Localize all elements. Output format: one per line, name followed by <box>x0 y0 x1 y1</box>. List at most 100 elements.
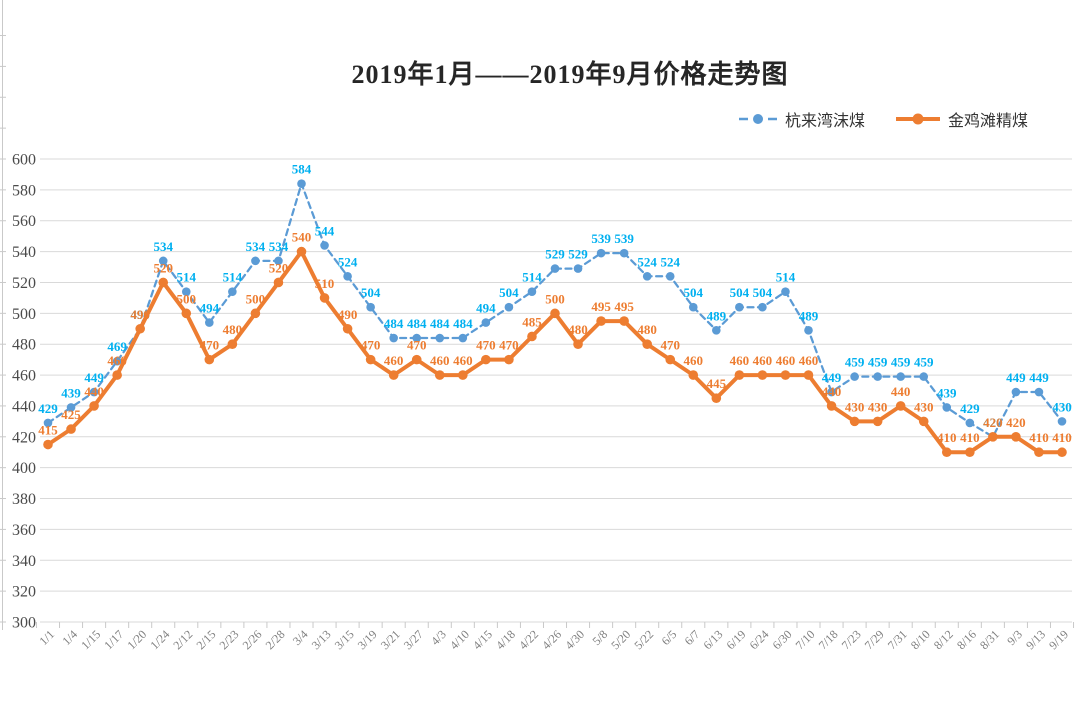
data-point-marker <box>619 248 629 258</box>
data-point-marker <box>181 308 192 319</box>
data-point-marker <box>343 271 352 281</box>
y-axis-label: 380 <box>12 491 36 508</box>
data-label: 449 <box>84 370 104 385</box>
x-axis-label: 5/22 <box>631 627 656 652</box>
x-axis-label: 7/23 <box>839 627 864 652</box>
chart-legend: 杭来湾沫煤 金鸡滩精煤 <box>738 107 1028 131</box>
x-axis-label: 1/24 <box>147 627 172 652</box>
legend-label-jinjitan: 金鸡滩精煤 <box>948 113 1029 130</box>
data-point-marker <box>135 323 145 334</box>
data-point-marker <box>642 339 652 350</box>
x-axis-label: 4/26 <box>539 627 564 652</box>
data-point-marker <box>781 287 790 297</box>
data-point-marker <box>850 372 859 381</box>
data-label: 449 <box>1029 370 1049 385</box>
data-label: 410 <box>1029 430 1049 445</box>
data-point-marker <box>712 326 721 335</box>
x-axis-label: 1/15 <box>78 627 103 652</box>
legend-label-hanglaiwan: 杭来湾沫煤 <box>785 113 866 130</box>
data-label: 544 <box>315 223 335 238</box>
data-label: 490 <box>130 307 150 322</box>
data-label: 539 <box>614 231 634 246</box>
y-axis-label: 600 <box>12 152 36 169</box>
y-axis-label: 440 <box>12 398 36 415</box>
data-point-marker <box>181 287 191 297</box>
x-axis-label: 3/19 <box>355 627 380 652</box>
data-label: 430 <box>845 399 865 414</box>
data-point-marker <box>412 333 422 343</box>
data-label: 500 <box>177 291 197 306</box>
data-label: 534 <box>246 239 266 254</box>
data-label: 429 <box>38 401 58 416</box>
data-label: 459 <box>868 355 888 370</box>
data-label: 504 <box>730 285 750 300</box>
x-axis-label: 1/20 <box>124 627 149 652</box>
data-label: 470 <box>200 338 220 353</box>
x-axis-label: 6/19 <box>723 627 748 652</box>
x-axis-label: 4/15 <box>470 627 495 652</box>
data-label: 480 <box>223 322 243 337</box>
data-label: 490 <box>338 307 358 322</box>
data-point-marker <box>1057 417 1067 426</box>
data-point-marker <box>66 424 76 434</box>
dashed-line-marker-icon <box>739 114 777 124</box>
data-label: 460 <box>430 353 450 368</box>
x-axis-label: 3/27 <box>401 627 426 652</box>
data-point-marker <box>688 302 698 312</box>
data-label: 460 <box>684 353 704 368</box>
data-point-marker <box>1034 387 1044 397</box>
y-axis-label: 480 <box>12 337 36 354</box>
x-axis-label: 2/12 <box>170 627 195 652</box>
data-point-marker <box>112 370 122 380</box>
data-label: 485 <box>522 314 542 329</box>
data-label: 504 <box>684 285 704 300</box>
data-point-marker <box>458 333 468 343</box>
data-label: 420 <box>1006 415 1026 430</box>
data-label: 410 <box>1052 430 1072 445</box>
data-label: 524 <box>637 254 657 269</box>
data-point-marker <box>366 302 375 312</box>
data-point-marker <box>251 256 260 266</box>
data-label: 445 <box>707 376 727 391</box>
data-label: 504 <box>753 285 773 300</box>
data-point-marker <box>66 403 76 412</box>
data-point-marker <box>43 418 53 428</box>
data-point-marker <box>688 370 699 380</box>
y-axis-label: 560 <box>12 213 36 230</box>
data-point-marker <box>481 354 491 365</box>
x-axis-label: 3/15 <box>332 627 357 652</box>
x-axis-label: 8/12 <box>931 627 956 652</box>
data-point-marker <box>319 293 330 303</box>
x-axis-label: 3/4 <box>290 627 311 648</box>
data-label: 540 <box>292 230 312 245</box>
data-point-marker <box>919 372 929 381</box>
data-label: 584 <box>292 162 312 177</box>
x-axis-label: 9/13 <box>1023 627 1048 652</box>
x-axis-label: 2/23 <box>216 627 241 652</box>
legend-item-jinjitan: 金鸡滩精煤 <box>895 107 1028 131</box>
y-axis-label: 360 <box>12 522 36 539</box>
data-point-marker <box>665 354 676 365</box>
data-point-marker <box>804 326 813 335</box>
y-axis-label: 500 <box>12 306 36 323</box>
data-point-marker <box>1057 447 1067 458</box>
data-label: 449 <box>822 370 842 385</box>
data-label: 514 <box>522 270 542 285</box>
data-label: 524 <box>338 254 358 269</box>
data-point-marker <box>735 302 744 312</box>
data-label: 480 <box>568 322 588 337</box>
data-point-marker <box>296 246 307 257</box>
data-label: 460 <box>753 353 773 368</box>
data-point-marker <box>158 256 168 266</box>
data-point-marker <box>596 248 606 258</box>
data-point-marker <box>941 447 952 458</box>
data-label: 460 <box>730 353 750 368</box>
data-point-marker <box>619 316 629 326</box>
data-point-marker <box>758 302 767 312</box>
data-point-marker <box>342 323 353 334</box>
data-point-marker <box>803 370 814 380</box>
data-point-marker <box>896 372 905 381</box>
